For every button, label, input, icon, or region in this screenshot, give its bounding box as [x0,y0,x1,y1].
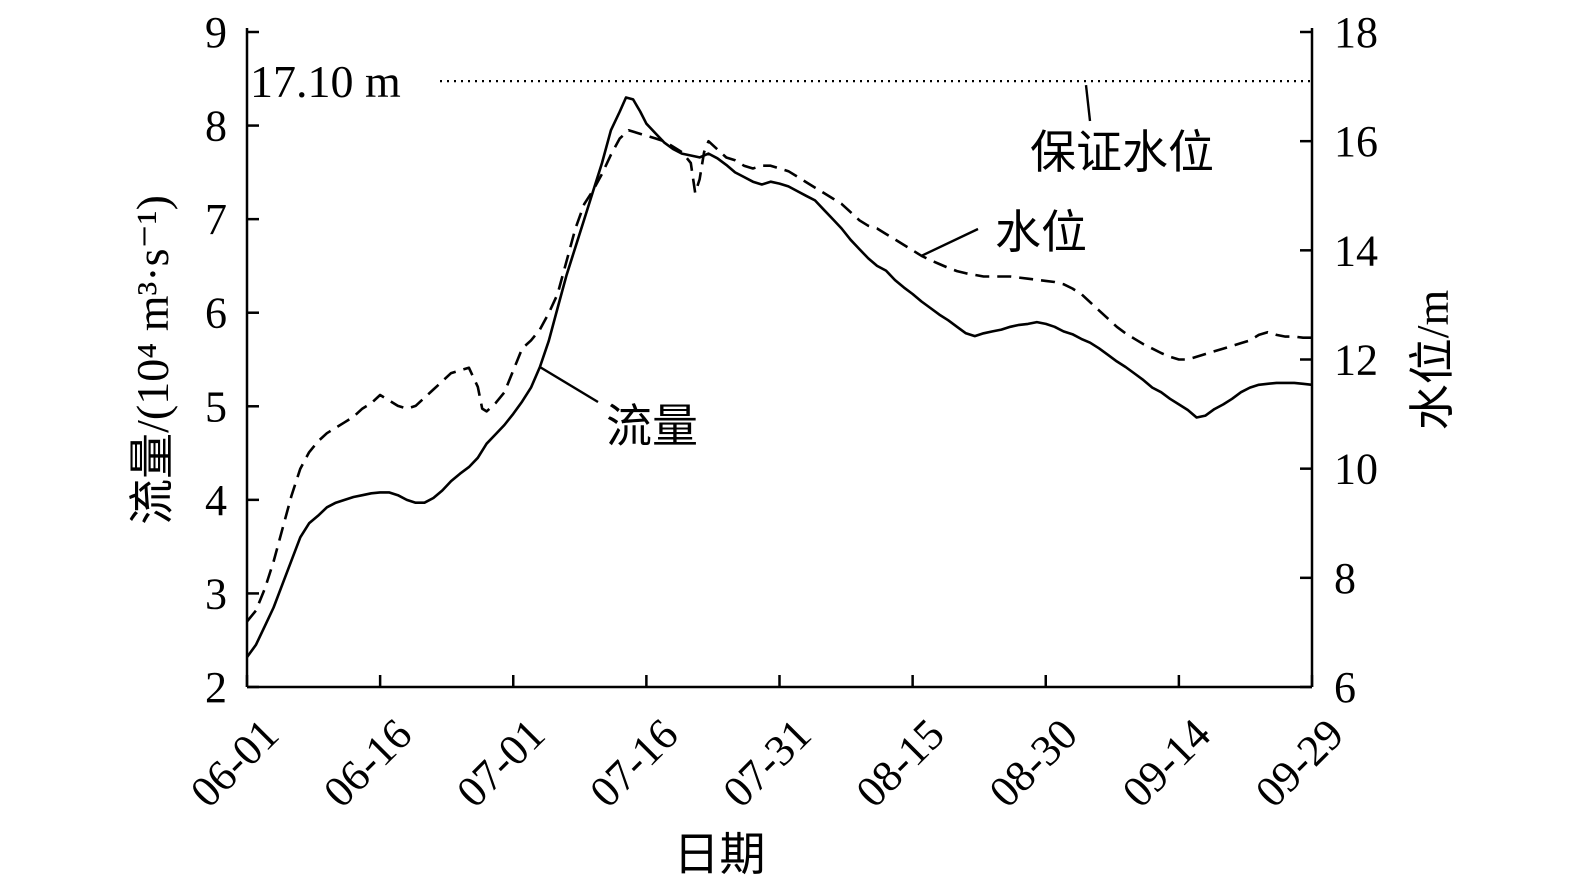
x-tick-label: 06-16 [314,709,421,816]
annotation-layer [539,84,1092,404]
water-level-series-line [245,129,1312,623]
left-y-tick-label: 3 [205,569,227,618]
right-y-tick-label: 18 [1334,8,1378,57]
left-y-tick-label: 8 [205,102,227,151]
guarantee-level-annotation: 保证水位 [1030,127,1214,178]
discharge-series-line [245,96,1313,658]
left-y-tick-label: 6 [205,289,227,338]
left-y-tick-label: 4 [205,476,227,525]
x-tick-label: 06-01 [181,709,288,816]
left-y-tick-label: 7 [205,195,227,244]
guarantee-level-leader-line [1084,84,1092,122]
discharge-annotation: 流量 [606,401,698,452]
right-y-tick-label: 8 [1334,554,1356,603]
left-y-axis-title: 流量/(10⁴ m³·s⁻¹) [127,195,178,525]
right-y-tick-label: 16 [1334,117,1378,166]
water-level-annotation: 水位 [995,207,1087,258]
right-y-tick-label: 10 [1334,445,1378,494]
label-layer: 2 3 4 5 6 7 8 9 6 8 10 12 14 16 18 06-01 06-16 07-01 07-16… [127,8,1458,880]
discharge-leader-line [539,365,599,404]
x-tick-label: 08-15 [847,709,954,816]
x-tick-label: 09-14 [1113,709,1220,816]
series-layer [245,96,1313,658]
x-tick-label: 08-30 [980,709,1087,816]
guarantee-level-value-label: 17.10 m [250,56,401,107]
x-tick-label: 09-29 [1246,709,1353,816]
left-y-tick-label: 5 [205,382,227,431]
x-tick-label: 07-31 [713,709,820,816]
right-y-tick-label: 14 [1334,226,1378,275]
water-level-leader-line [920,227,979,257]
right-y-axis-title: 水位/m [1407,290,1458,431]
axes [245,28,1314,689]
left-y-tick-label: 2 [205,663,227,712]
right-y-tick-label: 12 [1334,336,1378,385]
right-y-tick-label: 6 [1334,663,1356,712]
x-axis-title: 日期 [674,829,766,880]
x-tick-label: 07-01 [447,709,554,816]
x-tick-label: 07-16 [580,709,687,816]
left-y-tick-label: 9 [205,8,227,57]
